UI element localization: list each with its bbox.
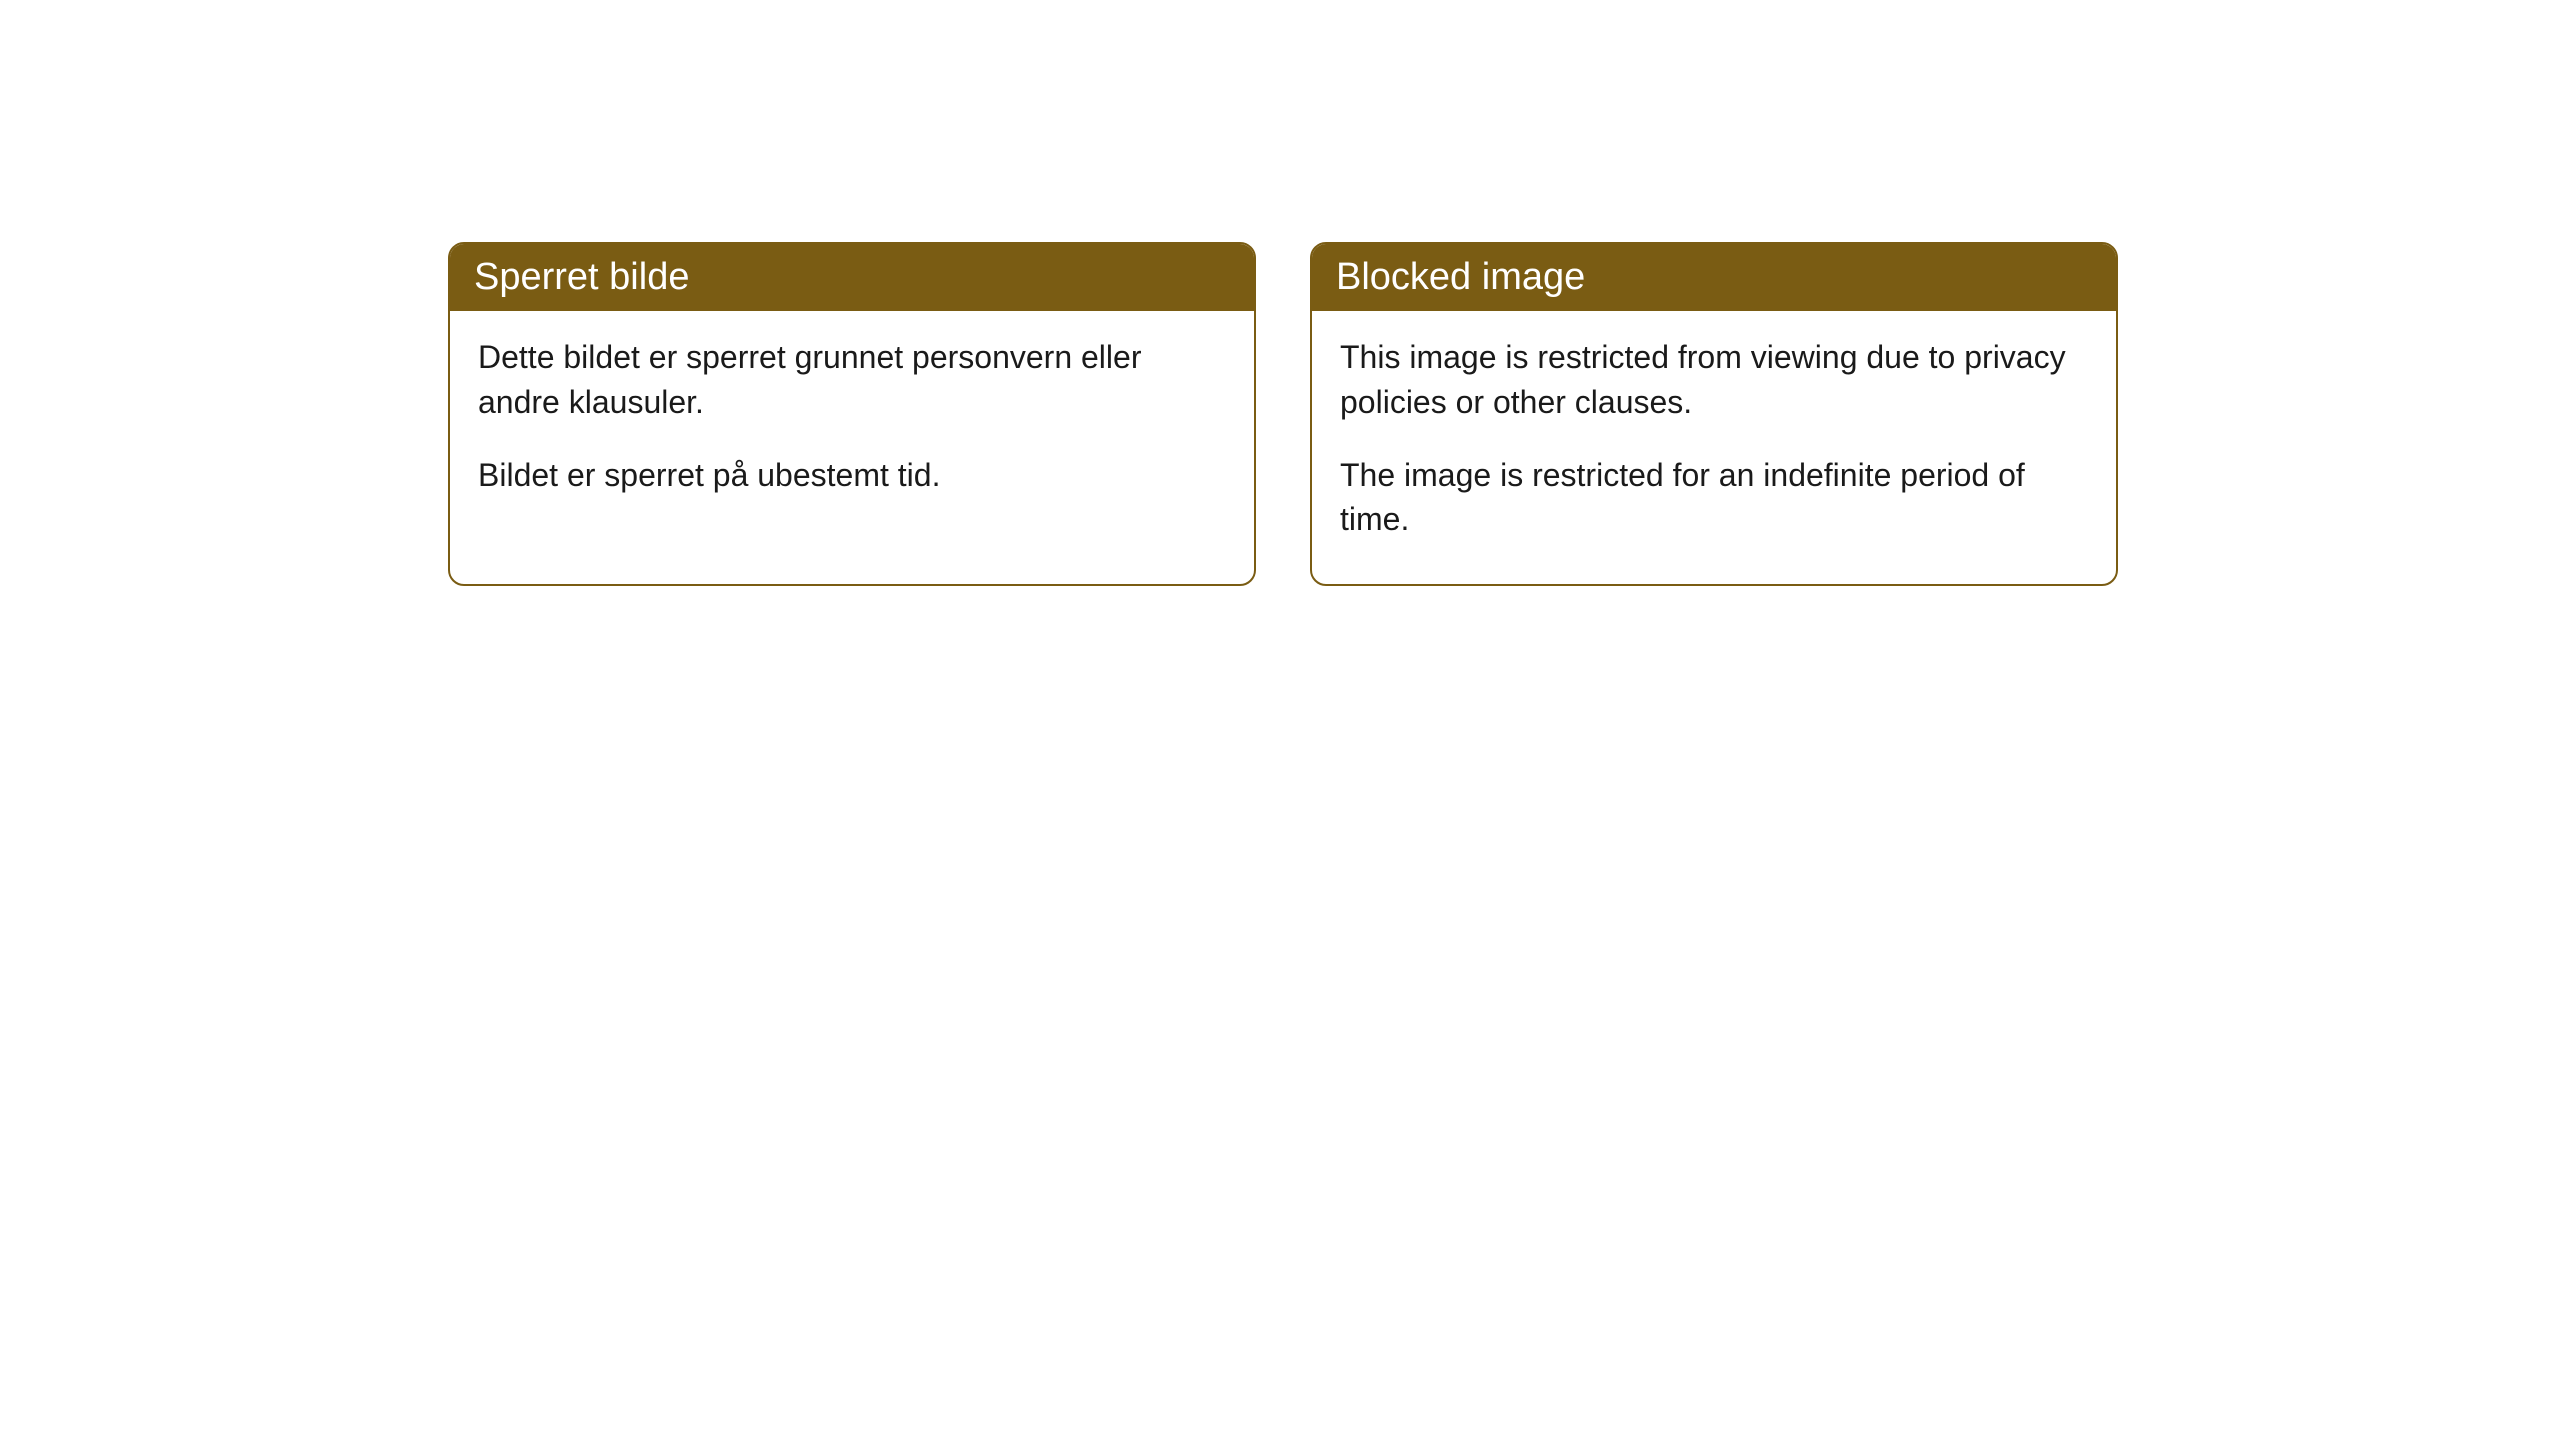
card-title: Blocked image: [1336, 256, 1585, 298]
card-paragraph: Bildet er sperret på ubestemt tid.: [478, 453, 1226, 498]
card-english: Blocked image This image is restricted f…: [1310, 242, 2118, 586]
card-body-norwegian: Dette bildet er sperret grunnet personve…: [450, 311, 1254, 539]
card-title: Sperret bilde: [474, 256, 689, 298]
card-norwegian: Sperret bilde Dette bildet er sperret gr…: [448, 242, 1256, 586]
card-paragraph: Dette bildet er sperret grunnet personve…: [478, 335, 1226, 425]
card-header-english: Blocked image: [1312, 244, 2116, 311]
card-paragraph: The image is restricted for an indefinit…: [1340, 453, 2088, 543]
cards-container: Sperret bilde Dette bildet er sperret gr…: [0, 0, 2560, 586]
card-header-norwegian: Sperret bilde: [450, 244, 1254, 311]
card-body-english: This image is restricted from viewing du…: [1312, 311, 2116, 584]
card-paragraph: This image is restricted from viewing du…: [1340, 335, 2088, 425]
